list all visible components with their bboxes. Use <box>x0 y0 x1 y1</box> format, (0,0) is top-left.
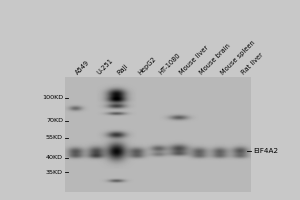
Text: 40KD: 40KD <box>46 155 63 160</box>
Text: 35KD: 35KD <box>46 170 63 175</box>
Text: 100KD: 100KD <box>42 95 63 100</box>
Text: Mouse spleen: Mouse spleen <box>220 39 256 76</box>
Text: U-251: U-251 <box>95 58 114 76</box>
Text: EIF4A2: EIF4A2 <box>253 148 278 154</box>
Text: Mouse brain: Mouse brain <box>199 43 232 76</box>
Text: 70KD: 70KD <box>46 118 63 123</box>
Text: 55KD: 55KD <box>46 135 63 140</box>
Text: Raji: Raji <box>116 63 129 76</box>
Text: HepG2: HepG2 <box>137 56 157 76</box>
Text: A549: A549 <box>75 60 91 76</box>
Text: Rat liver: Rat liver <box>240 52 264 76</box>
Text: Mouse liver: Mouse liver <box>178 45 209 76</box>
Text: HT-1080: HT-1080 <box>158 52 181 76</box>
